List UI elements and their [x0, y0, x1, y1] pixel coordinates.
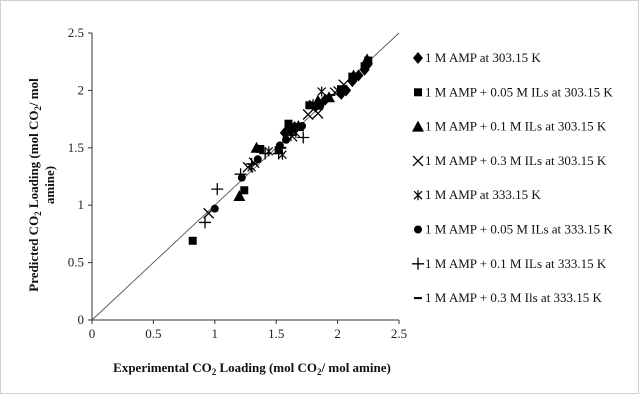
series-6 — [210, 101, 325, 213]
y-axis-label-line1: Predicted CO2 Loading (mol CO2/ mol — [26, 78, 43, 292]
legend-label: 1 M AMP at 303.15 K — [425, 50, 541, 65]
legend-label: 1 M AMP + 0.3 M Ils at 333.15 K — [425, 290, 603, 305]
y-tick-label: 0.5 — [68, 255, 84, 270]
legend-marker-diamond — [413, 52, 423, 64]
legend-marker-square — [414, 88, 422, 97]
x-tick-label: 1 — [212, 326, 219, 341]
data-point-plus — [245, 157, 258, 170]
legend-label: 1 M AMP + 0.3 M ILs at 303.15 K — [425, 153, 607, 168]
legend-label: 1 M AMP + 0.05 M ILs at 303.15 K — [425, 84, 613, 99]
legend-marker-plus — [412, 257, 424, 270]
data-point-circle — [210, 204, 219, 213]
x-tick-label: 2 — [334, 326, 341, 341]
x-tick-label: 2.5 — [391, 326, 407, 341]
data-point-plus — [198, 216, 211, 229]
legend-marker-circle — [414, 225, 422, 234]
y-tick-label: 2.5 — [68, 25, 84, 40]
data-point-asterisk — [333, 85, 343, 96]
data-point-triangle — [361, 53, 374, 65]
legend-entry: 1 M AMP + 0.05 M ILs at 333.15 K — [414, 222, 613, 237]
data-point-asterisk — [308, 99, 318, 110]
y-tick-label: 1.5 — [68, 140, 84, 155]
legend-entry: 1 M AMP + 0.1 M ILs at 333.15 K — [412, 256, 607, 271]
data-point-square — [188, 236, 197, 245]
x-tick-label: 0 — [89, 326, 96, 341]
legend-label: 1 M AMP at 333.15 K — [425, 187, 541, 202]
data-point-circle — [237, 173, 246, 182]
data-point-square — [240, 186, 249, 195]
x-axis-label: Experimental CO2 Loading (mol CO2/ mol a… — [113, 360, 391, 377]
data-point-square — [337, 85, 346, 94]
x-tick-label: 1.5 — [268, 326, 284, 341]
legend-marker-triangle — [412, 120, 424, 132]
legend-entry: 1 M AMP at 333.15 K — [413, 187, 541, 202]
y-tick-label: 1 — [78, 197, 85, 212]
legend-label: 1 M AMP + 0.05 M ILs at 333.15 K — [425, 222, 613, 237]
y-tick-label: 0 — [78, 312, 85, 327]
legend-entry: 1 M AMP at 303.15 K — [413, 50, 541, 65]
series-7 — [198, 129, 310, 229]
data-point-circle — [253, 155, 262, 164]
data-point-square — [360, 62, 369, 71]
data-point-triangle — [347, 69, 360, 81]
legend: 1 M AMP at 303.15 K 1 M AMP + 0.05 M ILs … — [412, 50, 613, 305]
data-point-plus — [297, 131, 310, 144]
x-tick-label: 0.5 — [145, 326, 161, 341]
legend-entry: 1 M AMP + 0.1 M ILs at 303.15 K — [412, 119, 607, 134]
data-point-plus — [211, 183, 224, 196]
data-point-triangle — [250, 141, 263, 153]
data-point-plus — [234, 168, 247, 181]
legend-entry: 1 M AMP + 0.3 M Ils at 333.15 K — [414, 290, 603, 305]
legend-marker-asterisk — [413, 190, 423, 201]
legend-label: 1 M AMP + 0.1 M ILs at 303.15 K — [425, 119, 607, 134]
y-tick-label: 2 — [78, 82, 85, 97]
data-point-circle — [316, 101, 325, 110]
legend-entry: 1 M AMP + 0.05 M ILs at 303.15 K — [414, 84, 613, 99]
data-point-square — [305, 101, 314, 110]
data-point-asterisk — [317, 86, 327, 97]
data-point-plus — [259, 147, 272, 160]
data-point-plus — [272, 147, 285, 160]
data-point-triangle — [323, 91, 336, 103]
legend-marker-x — [412, 155, 424, 167]
legend-label: 1 M AMP + 0.1 M ILs at 333.15 K — [425, 256, 607, 271]
data-point-x — [312, 107, 324, 119]
data-point-circle — [282, 135, 291, 144]
y-axis-label-line2: amine) — [42, 166, 57, 204]
data-point-triangle — [233, 190, 246, 202]
legend-entry: 1 M AMP + 0.3 M ILs at 303.15 K — [412, 153, 607, 168]
data-point-asterisk — [264, 146, 274, 157]
data-point-x — [302, 109, 314, 120]
series-8 — [278, 93, 336, 149]
data-point-plus — [284, 129, 297, 142]
data-points — [188, 53, 374, 245]
data-point-asterisk — [277, 149, 287, 160]
